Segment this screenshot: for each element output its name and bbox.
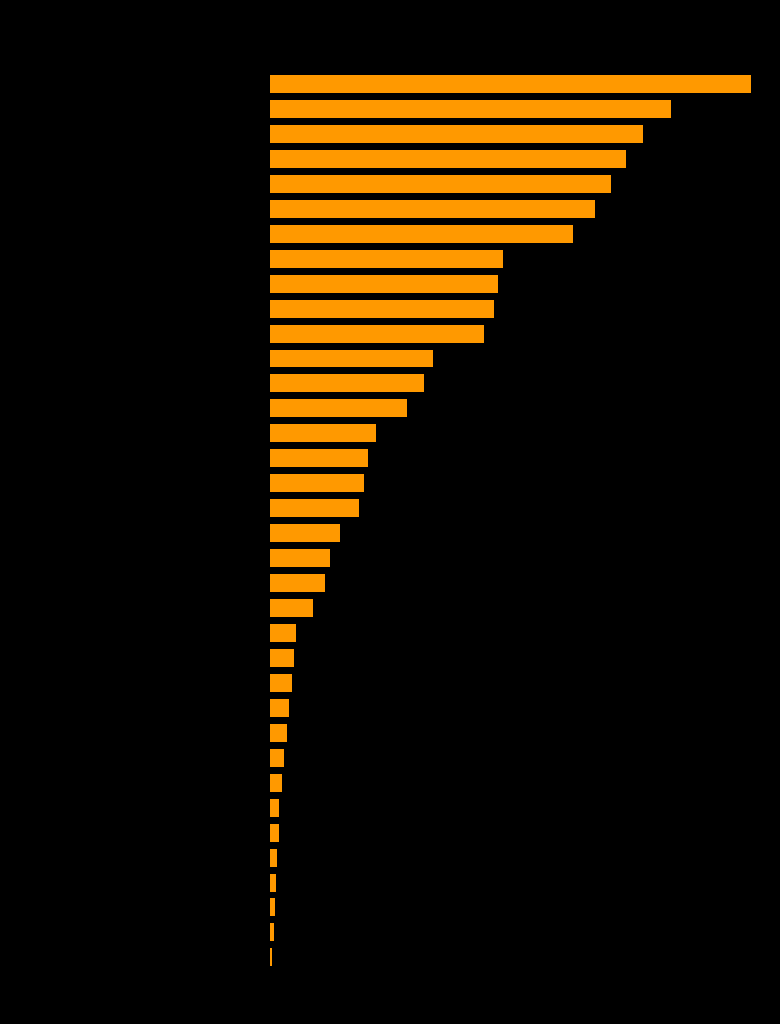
Bar — [270, 624, 296, 642]
Bar — [270, 524, 339, 542]
Bar — [270, 300, 494, 317]
Bar — [270, 749, 284, 767]
Bar — [270, 799, 279, 817]
Bar — [270, 549, 330, 567]
Bar — [270, 175, 612, 193]
Bar — [270, 649, 294, 667]
Bar — [270, 274, 498, 293]
Bar — [270, 424, 376, 442]
Bar — [270, 924, 274, 941]
Bar — [270, 450, 368, 467]
Bar — [270, 823, 278, 842]
Bar — [270, 75, 751, 93]
Bar — [270, 150, 626, 168]
Bar — [270, 399, 407, 418]
Bar — [270, 774, 282, 792]
Bar — [270, 500, 359, 517]
Bar — [270, 873, 275, 892]
Bar — [270, 375, 424, 392]
Bar — [270, 898, 275, 916]
Bar — [270, 349, 434, 368]
Bar — [270, 849, 277, 866]
Bar — [270, 200, 594, 218]
Bar — [270, 250, 503, 267]
Bar — [270, 724, 287, 741]
Bar — [270, 224, 573, 243]
Bar — [270, 100, 672, 118]
Bar — [270, 948, 272, 967]
Bar — [270, 125, 643, 143]
Bar — [270, 474, 363, 493]
Bar — [270, 698, 289, 717]
Bar — [270, 674, 292, 692]
Bar — [270, 325, 484, 343]
Bar — [270, 599, 313, 617]
Bar — [270, 574, 325, 592]
